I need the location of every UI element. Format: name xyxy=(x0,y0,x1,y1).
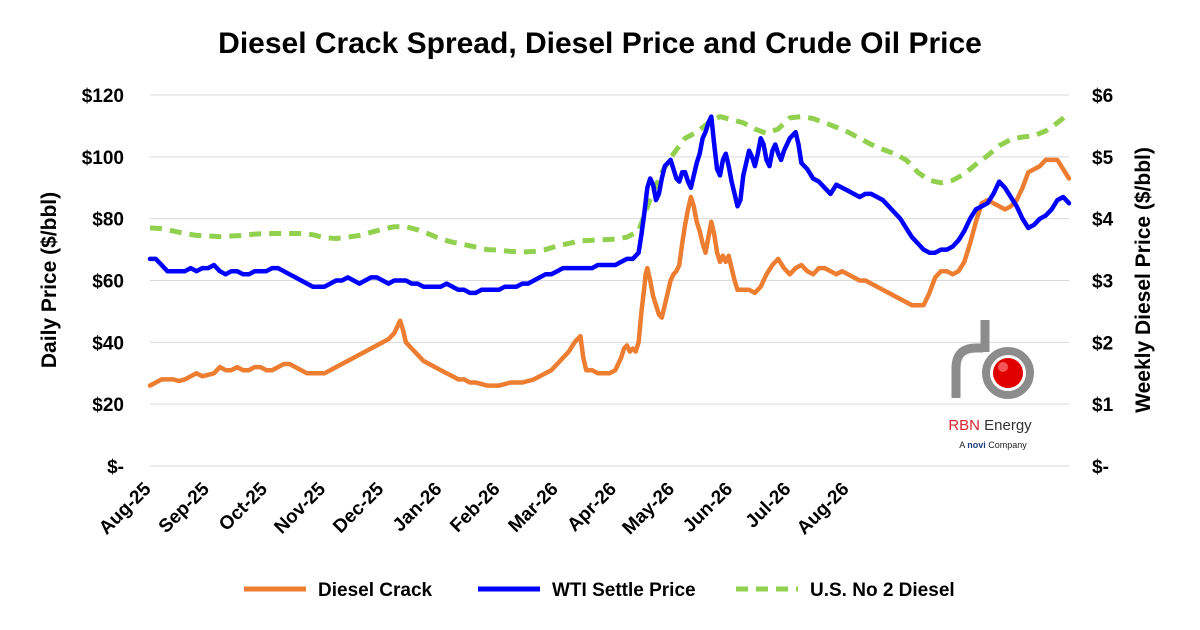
left-y-tick-label: $100 xyxy=(82,148,124,169)
right-y-tick-label: $3 xyxy=(1092,272,1113,293)
logo-wordmark: RBN Energy xyxy=(948,417,1032,434)
right-y-tick-label: $2 xyxy=(1092,333,1113,354)
x-tick-label: Jun-26 xyxy=(679,479,737,537)
rbn-energy-logo: RBN Energy A novi Company xyxy=(948,320,1034,450)
x-tick-label: Aug-26 xyxy=(793,479,853,539)
right-y-tick-label: $6 xyxy=(1092,86,1113,107)
x-tick-label: May-26 xyxy=(619,479,679,539)
x-tick-label: Feb-26 xyxy=(446,479,504,537)
x-tick-label: Jul-26 xyxy=(742,479,796,533)
legend-label: WTI Settle Price xyxy=(552,580,696,601)
left-y-axis-ticks: $- $20 $40 $60 $80 $100 $120 xyxy=(82,86,124,478)
left-y-tick-label: $40 xyxy=(92,333,124,354)
legend-label: U.S. No 2 Diesel xyxy=(810,580,955,601)
series-layer xyxy=(147,111,1072,388)
x-tick-label: Sep-25 xyxy=(155,478,214,537)
right-y-tick-label: $5 xyxy=(1092,148,1114,169)
left-y-tick-label: $80 xyxy=(92,210,124,231)
logo-tagline: A novi Company xyxy=(959,440,1027,450)
left-y-tick-label: $120 xyxy=(82,86,124,107)
legend: Diesel Crack WTI Settle Price U.S. No 2 Di… xyxy=(244,580,955,601)
logo-bulb xyxy=(993,358,1023,388)
gridlines xyxy=(150,94,1069,467)
right-y-tick-label: $- xyxy=(1092,457,1109,478)
left-y-tick-label: $20 xyxy=(92,395,124,416)
left-y-tick-label: $60 xyxy=(92,272,124,293)
series-line-u-s-no-2-diesel xyxy=(149,111,1071,255)
left-y-tick-label: $- xyxy=(107,457,124,478)
x-tick-label: Oct-25 xyxy=(215,478,272,535)
logo-bulb-highlight xyxy=(998,362,1008,372)
logo-ring xyxy=(982,347,1034,399)
right-y-axis-title: Weekly Diesel Price ($/bbl) xyxy=(1132,147,1155,413)
series-line-diesel-crack xyxy=(147,157,1072,388)
legend-label: Diesel Crack xyxy=(318,580,433,601)
x-tick-label: Apr-26 xyxy=(563,479,620,536)
right-y-axis-ticks: $- $1 $2 $3 $4 $5 $6 xyxy=(1092,86,1114,478)
left-y-axis-title: Daily Price ($/bbl) xyxy=(38,192,61,368)
logo-pipe-left xyxy=(951,343,983,398)
x-tick-label: Mar-26 xyxy=(505,479,563,537)
right-y-tick-label: $1 xyxy=(1092,395,1114,416)
x-tick-label: Nov-25 xyxy=(270,478,330,538)
x-tick-label: Aug-25 xyxy=(95,478,156,539)
series-line-wti-settle-price xyxy=(147,114,1072,296)
x-tick-label: Jan-26 xyxy=(389,479,446,536)
right-y-tick-label: $4 xyxy=(1092,210,1114,231)
x-tick-label: Dec-25 xyxy=(329,478,388,537)
chart-title: Diesel Crack Spread, Diesel Price and Cr… xyxy=(218,27,982,60)
